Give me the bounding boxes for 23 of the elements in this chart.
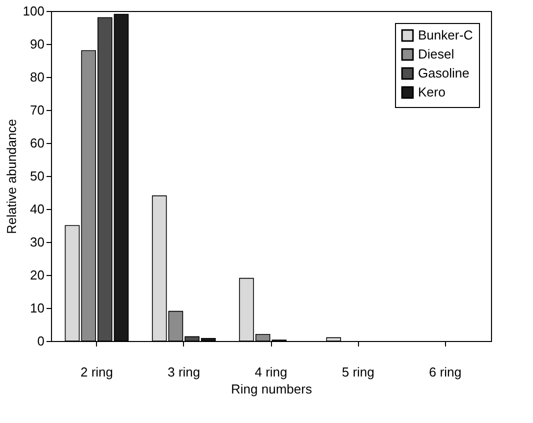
y-axis-title: Relative abundance [4, 119, 19, 234]
y-tick-label: 0 [37, 334, 44, 348]
y-tick-label: 70 [30, 102, 44, 118]
x-tick-label: 2 ring [80, 364, 114, 380]
y-tick-label: 90 [30, 36, 44, 52]
x-tick-label: 6 ring [428, 364, 462, 380]
y-tick-label: 20 [30, 268, 44, 282]
y-tick-label: 10 [30, 300, 44, 316]
legend-label: Gasoline [418, 66, 470, 80]
legend-label: Bunker-C [418, 28, 473, 42]
y-tick-label: 40 [30, 202, 44, 216]
y-tick-label: 80 [30, 70, 44, 84]
x-tick-label: 4 ring [254, 364, 288, 380]
y-tick-label: 30 [30, 234, 44, 250]
legend-label: Kero [418, 84, 446, 100]
x-tick-label: 5 ring [342, 364, 374, 380]
x-axis-title: Ring numbers [231, 382, 312, 396]
x-tick-label: 3 ring [168, 364, 200, 380]
bar [326, 337, 342, 342]
y-tick-label: 60 [30, 136, 44, 150]
y-tick-label: 50 [30, 168, 44, 184]
y-tick-label: 100 [22, 4, 44, 18]
legend-label: Diesel [418, 46, 454, 62]
